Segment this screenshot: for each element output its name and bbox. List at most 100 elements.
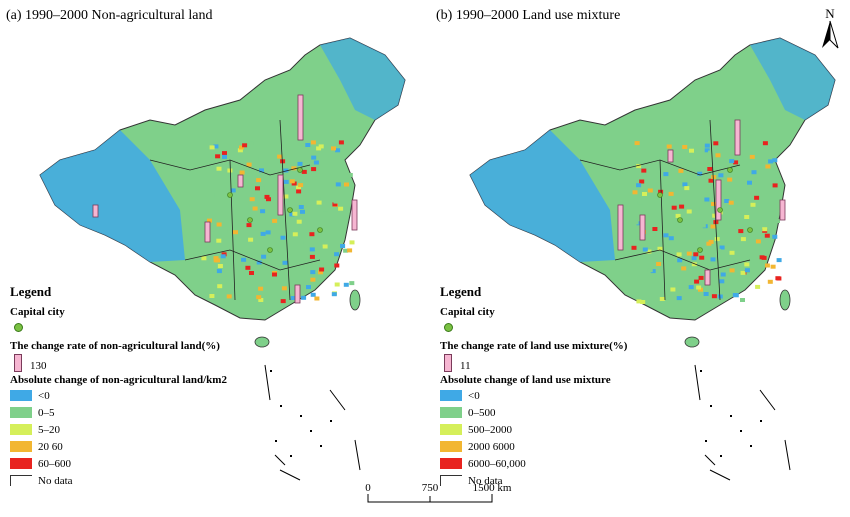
county-patch <box>217 284 223 289</box>
legend-heading: Legend <box>10 284 52 299</box>
county-patch <box>666 283 672 287</box>
county-patch <box>733 160 739 165</box>
county-patch <box>704 148 710 153</box>
county-patch <box>309 232 315 237</box>
county-patch <box>636 164 642 169</box>
legend-swatch <box>10 458 32 469</box>
absolute-change-label: Absolute change of land use mixture <box>440 374 611 386</box>
county-patch <box>639 179 645 184</box>
county-patch <box>298 205 304 209</box>
county-patch <box>710 257 716 262</box>
county-patch <box>755 284 761 289</box>
county-patch <box>636 183 642 188</box>
county-patch <box>216 269 222 274</box>
county-patch <box>205 273 211 278</box>
county-patch <box>256 295 262 300</box>
county-patch <box>694 279 700 284</box>
county-patch <box>322 244 328 249</box>
legend-nodata: No data <box>10 473 260 488</box>
county-patch <box>347 248 353 253</box>
county-patch <box>740 237 746 242</box>
county-patch <box>349 240 355 245</box>
county-patch <box>729 159 735 164</box>
island-dot <box>330 420 332 422</box>
county-patch <box>678 168 684 173</box>
county-patch <box>310 140 316 145</box>
capital-city-dot <box>247 217 253 223</box>
county-patch <box>715 153 721 158</box>
county-patch <box>309 247 315 252</box>
county-patch <box>728 200 734 205</box>
county-patch <box>311 167 317 172</box>
county-patch <box>636 299 642 304</box>
county-patch <box>703 292 709 296</box>
county-patch <box>708 239 714 244</box>
island-dot <box>300 415 302 417</box>
county-patch <box>316 200 322 205</box>
panel-non-agricultural-land: (a) 1990–2000 Non-agricultural land Lege… <box>0 0 420 517</box>
china-map <box>39 37 406 481</box>
county-patch <box>711 175 717 180</box>
legend-swatch <box>10 441 32 452</box>
county-patch <box>222 154 227 159</box>
county-patch <box>717 294 723 299</box>
county-patch <box>318 270 323 275</box>
county-patch <box>213 144 219 149</box>
county-patch <box>334 252 340 257</box>
county-patch <box>320 197 326 202</box>
county-patch <box>289 212 295 217</box>
county-patch <box>318 144 324 149</box>
county-patch <box>663 172 669 177</box>
county-patch <box>292 232 298 237</box>
county-patch <box>681 266 687 271</box>
county-patch <box>214 225 220 230</box>
county-patch <box>232 278 238 283</box>
county-patch <box>258 286 264 291</box>
capital-city-dot <box>657 192 663 198</box>
county-patch <box>684 186 690 191</box>
change-rate-bar <box>294 284 301 304</box>
change-rate-bar <box>277 174 284 216</box>
county-patch <box>216 166 222 171</box>
legend-swatch <box>440 458 462 469</box>
county-patch <box>258 157 264 161</box>
capital-city-dot <box>287 207 293 213</box>
county-patch <box>684 261 690 266</box>
change-rate-bar-legend: 130 <box>14 354 260 372</box>
county-patch <box>762 141 768 146</box>
county-patch <box>334 282 340 287</box>
county-patch <box>277 154 283 159</box>
scale-bar: 0 750 1500 km <box>362 480 522 510</box>
county-patch <box>237 148 243 153</box>
county-patch <box>226 294 232 299</box>
legend-swatch <box>440 441 462 452</box>
legend-class: 5–20 <box>10 422 260 437</box>
legend-class: <0 <box>10 388 260 403</box>
change-rate-bar <box>779 199 786 221</box>
legend-class-label: 5–20 <box>38 423 60 436</box>
county-patch <box>666 144 672 149</box>
county-patch <box>714 237 720 242</box>
county-patch <box>688 285 694 290</box>
county-patch <box>652 187 658 192</box>
change-rate-value: 130 <box>30 360 47 372</box>
county-patch <box>764 233 770 238</box>
legend-swatch <box>440 424 462 435</box>
county-patch <box>236 299 241 304</box>
legend: Legend Capital city The change rate of n… <box>10 284 260 488</box>
county-patch <box>708 178 714 183</box>
change-rate-bar <box>237 174 244 188</box>
county-patch <box>321 231 327 236</box>
county-patch <box>272 218 278 223</box>
county-patch <box>764 263 770 268</box>
county-patch <box>751 170 757 175</box>
county-patch <box>682 145 688 149</box>
county-patch <box>309 254 315 259</box>
county-patch <box>222 229 228 233</box>
county-patch <box>691 262 697 267</box>
county-patch <box>719 279 725 284</box>
county-patch <box>724 199 730 203</box>
county-patch <box>698 275 704 280</box>
change-rate-bar <box>715 179 722 221</box>
panel-title: (b) 1990–2000 Land use mixture <box>436 8 621 23</box>
